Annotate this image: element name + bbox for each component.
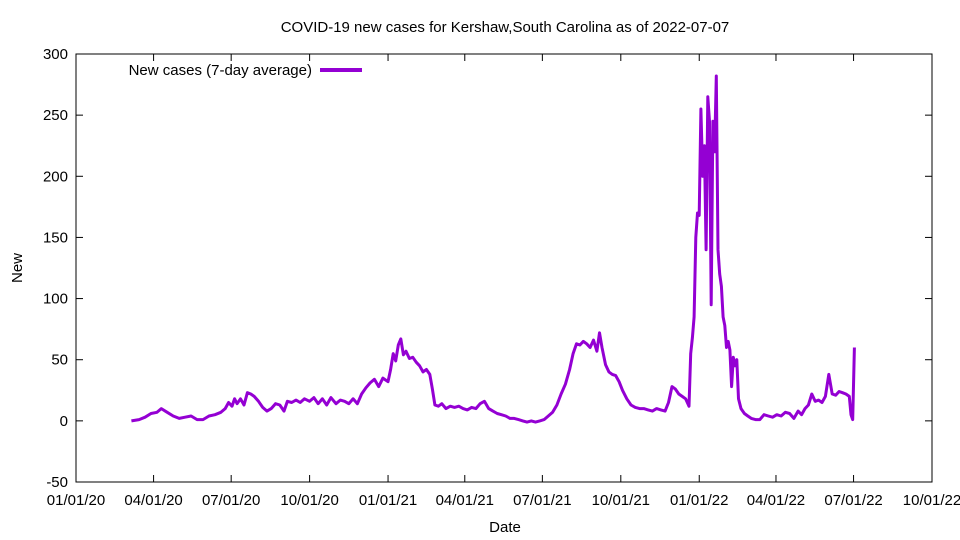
plot-frame [75,53,933,483]
x-axis-label: Date [489,519,521,536]
y-tick-label: 100 [43,291,68,308]
x-tick-label: 04/01/20 [124,492,182,509]
y-tick-label: 150 [43,229,68,246]
legend: New cases (7-day average) [129,62,362,79]
y-tick-label: 0 [60,413,68,430]
x-tick-label: 07/01/20 [202,492,260,509]
x-tick-label: 01/01/22 [670,492,728,509]
x-tick-label: 01/01/21 [359,492,417,509]
x-axis: 01/01/20 04/01/20 07/01/20 10/01/20 01/01/21… [47,54,960,509]
y-tick-label: 50 [51,352,68,369]
x-tick-label: 10/01/22 [903,492,960,509]
chart-title: COVID-19 new cases for Kershaw,South Car… [281,19,730,36]
x-tick-label: 04/01/22 [747,492,805,509]
y-axis-label: New [9,253,26,283]
y-axis: -50 0 50 100 150 200 250 300 [43,46,932,491]
x-tick-label: 10/01/20 [280,492,338,509]
y-tick-label: 200 [43,168,68,185]
x-tick-label: 04/01/21 [436,492,494,509]
y-tick-label: 250 [43,107,68,124]
series-line [131,74,856,424]
x-tick-label: 10/01/21 [592,492,650,509]
y-tick-label: 300 [43,46,68,63]
x-tick-label: 07/01/21 [513,492,571,509]
y-tick-label: -50 [46,474,68,491]
x-tick-label: 07/01/22 [824,492,882,509]
series-layer [131,74,856,424]
legend-label: New cases (7-day average) [129,62,312,79]
x-tick-label: 01/01/20 [47,492,105,509]
